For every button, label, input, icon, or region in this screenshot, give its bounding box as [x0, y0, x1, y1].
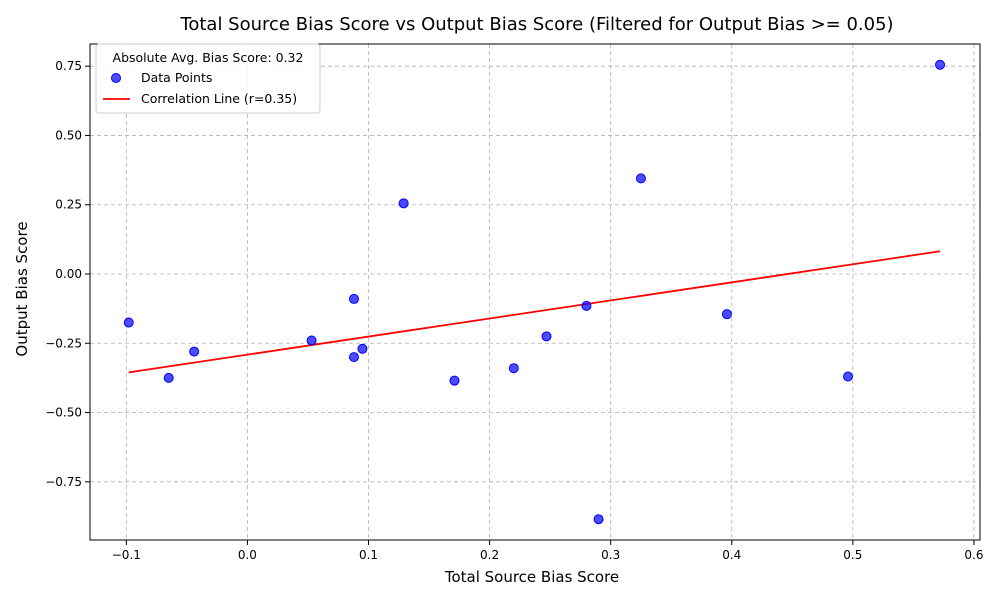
y-tick-label: 0.50	[55, 128, 82, 142]
grid	[90, 44, 980, 540]
legend-title: Absolute Avg. Bias Score: 0.32	[113, 50, 304, 65]
data-point	[843, 371, 854, 382]
data-point	[163, 372, 174, 383]
y-tick-label: −0.50	[45, 406, 82, 420]
x-axis-label: Total Source Bias Score	[444, 568, 619, 586]
legend-box	[95, 43, 321, 114]
data-point	[935, 59, 946, 70]
x-tick-label: 0.5	[843, 548, 862, 562]
data-point	[508, 363, 519, 374]
legend-marker-data-points	[111, 73, 121, 83]
y-tick-label: 0.25	[55, 198, 82, 212]
data-point	[593, 514, 604, 525]
y-tick-label: 0.00	[55, 267, 82, 281]
legend-label-correlation-line: Correlation Line (r=0.35)	[141, 91, 297, 106]
x-tick-label: 0.1	[359, 548, 378, 562]
y-axis-ticks: −0.75 −0.50 −0.25 0.00 0.25 0.50 0.75	[45, 59, 90, 489]
data-point	[189, 346, 200, 357]
data-point	[348, 293, 359, 304]
legend: Absolute Avg. Bias Score: 0.32 Data Poin…	[95, 43, 321, 114]
y-tick-label: −0.25	[45, 336, 82, 350]
chart-title: Total Source Bias Score vs Output Bias S…	[179, 14, 893, 35]
data-point	[348, 352, 359, 363]
data-point	[398, 198, 409, 209]
x-tick-label: 0.6	[964, 548, 983, 562]
x-tick-label: 0.2	[480, 548, 499, 562]
x-tick-label: 0.4	[722, 548, 741, 562]
plot-frame	[89, 43, 981, 541]
correlation-line-layer	[128, 250, 941, 374]
data-point	[635, 173, 646, 184]
x-tick-label: −0.1	[112, 548, 141, 562]
data-point	[721, 309, 732, 320]
data-point	[123, 317, 134, 328]
correlation-line	[128, 250, 941, 374]
y-axis-label: Output Bias Score	[13, 221, 31, 356]
data-point	[306, 335, 317, 346]
data-point	[449, 375, 460, 386]
y-tick-label: 0.75	[55, 59, 82, 73]
x-tick-label: 0.3	[601, 548, 620, 562]
x-axis-ticks: −0.1 0.0 0.1 0.2 0.3 0.4 0.5 0.6	[112, 540, 983, 562]
x-tick-label: 0.0	[238, 548, 257, 562]
data-point	[357, 343, 368, 354]
data-points-layer	[123, 59, 946, 525]
legend-label-data-points: Data Points	[141, 70, 212, 85]
data-point	[581, 300, 592, 311]
data-point	[541, 331, 552, 342]
y-tick-label: −0.75	[45, 475, 82, 489]
